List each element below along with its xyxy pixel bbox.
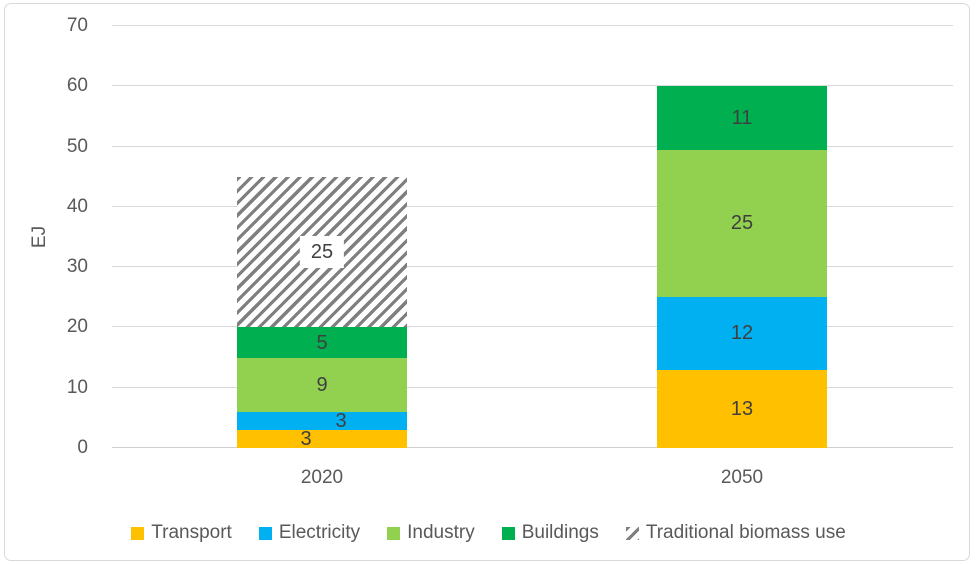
gridline-10: [112, 386, 953, 388]
data-label-electricity-2020: 3: [335, 409, 347, 432]
y-tick-label-40: 40: [66, 195, 88, 217]
gridline-20: [112, 326, 953, 328]
data-label-industry-2050: 25: [730, 212, 754, 235]
bar-segment-transport-2020: [237, 429, 407, 448]
data-label-traditional-biomass-use-2020: 25: [299, 236, 345, 269]
legend-item-transport: Transport: [131, 522, 232, 544]
y-tick-label-50: 50: [66, 135, 88, 157]
x-axis-label-2050: 2050: [720, 467, 764, 488]
legend-swatch-buildings-icon: [501, 526, 515, 540]
legend-label-electricity: Electricity: [278, 522, 361, 543]
legend-swatch-traditional-biomass-use-icon: [625, 526, 639, 540]
gridline-70: [112, 25, 953, 26]
gridline-60: [112, 85, 953, 87]
gridline-0: [112, 447, 953, 448]
legend-item-buildings: Buildings: [501, 522, 599, 544]
legend-swatch-transport-icon: [131, 526, 145, 540]
y-tick-label-60: 60: [66, 75, 88, 97]
bar-segment-electricity-2050: [657, 297, 827, 370]
legend-item-industry: Industry: [387, 522, 475, 544]
chart-legend: Transport Electricity Industry Buildings Tra…: [0, 519, 977, 547]
legend-swatch-industry-icon: [387, 526, 401, 540]
x-axis-label-2020: 2020: [300, 467, 344, 488]
data-label-transport-2050: 13: [730, 397, 754, 420]
bar-segment-buildings-2050: [657, 86, 827, 150]
legend-label-buildings: Buildings: [521, 522, 599, 543]
legend-label-traditional-biomass-use: Traditional biomass use: [645, 522, 846, 543]
gridline-40: [112, 205, 953, 207]
y-tick-label-70: 70: [66, 15, 88, 36]
data-label-transport-2020: 3: [300, 427, 312, 450]
legend-label-industry: Industry: [407, 522, 475, 543]
data-label-electricity-2050: 12: [730, 322, 754, 345]
gridline-30: [112, 266, 953, 268]
legend-label-transport: Transport: [151, 522, 232, 543]
legend-swatch-electricity-icon: [258, 526, 272, 540]
y-tick-label-30: 30: [66, 256, 88, 278]
y-axis-title: EJ: [29, 225, 50, 249]
y-tick-label-0: 0: [77, 437, 88, 458]
gridline-50: [112, 145, 953, 147]
bar-segment-electricity-2020: [237, 411, 407, 430]
y-tick-label-20: 20: [66, 316, 88, 338]
y-tick-label-10: 10: [66, 376, 88, 398]
bar-segment-buildings-2020: [237, 327, 407, 358]
data-label-buildings-2020: 5: [316, 331, 328, 354]
data-label-buildings-2050: 11: [731, 106, 753, 129]
data-label-industry-2020: 9: [316, 373, 328, 396]
bar-segment-transport-2050: [657, 369, 827, 448]
legend-item-electricity: Electricity: [258, 522, 361, 544]
legend-item-traditional-biomass-use: Traditional biomass use: [625, 522, 846, 544]
bar-segment-industry-2020: [237, 357, 407, 412]
bar-segment-industry-2050: [657, 149, 827, 298]
